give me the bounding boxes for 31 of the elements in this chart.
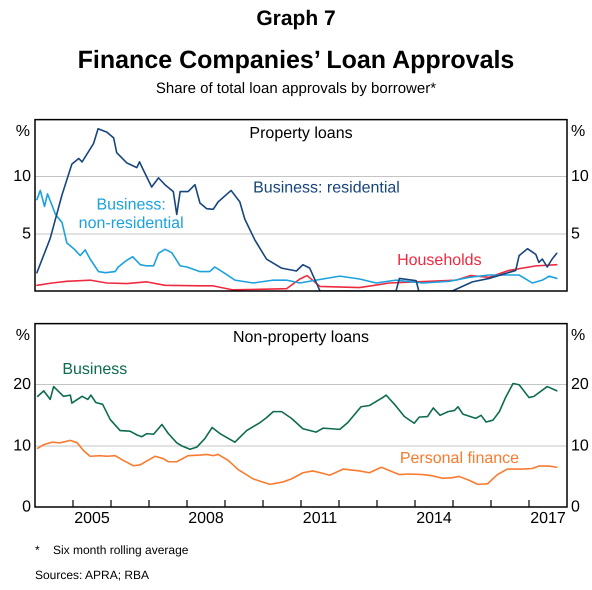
y-tick-label: 0 <box>22 498 32 516</box>
y2-tick-label: 5 <box>571 225 580 242</box>
x-tick-label: 2017 <box>530 510 566 528</box>
y-tick-label: 10 <box>13 437 32 454</box>
series-label: Business <box>62 360 128 378</box>
y-axis-title: % <box>16 123 30 140</box>
y2-tick-label: 0 <box>571 498 580 516</box>
text: Graph 7 <box>255 6 337 32</box>
x-tick-label: 2014 <box>416 510 452 528</box>
series-label: Business: non-residential <box>78 196 184 232</box>
y-axis-title: % <box>16 327 30 344</box>
y2-axis-title: % <box>571 327 586 344</box>
text: Finance Companies’ Loan Approvals <box>76 45 516 76</box>
x-tick-label: 2011 <box>302 510 338 528</box>
y2-tick-label: 20 <box>571 376 589 394</box>
y2-axis-title: % <box>571 123 586 140</box>
x-tick-label: 2005 <box>74 510 110 528</box>
y2-tick-label: 10 <box>571 168 589 186</box>
text: Share of total loan approvals by borrower* <box>154 80 438 98</box>
series-label: Personal finance <box>400 450 520 468</box>
series-label: Business: residential <box>253 180 400 197</box>
y2-tick-label: 10 <box>571 437 589 454</box>
chart-title: Property loans <box>249 125 353 142</box>
x-tick-label: 2008 <box>188 510 224 528</box>
text: * Six month rolling average <box>35 543 188 557</box>
chart-title: Non-property loans <box>232 329 370 346</box>
y-tick-label: 5 <box>22 225 32 242</box>
y-tick-label: 10 <box>13 168 32 186</box>
source-note: Sources: APRA; RBA <box>35 568 150 582</box>
y-tick-label: 20 <box>13 376 32 394</box>
series-label: Households <box>397 252 482 270</box>
